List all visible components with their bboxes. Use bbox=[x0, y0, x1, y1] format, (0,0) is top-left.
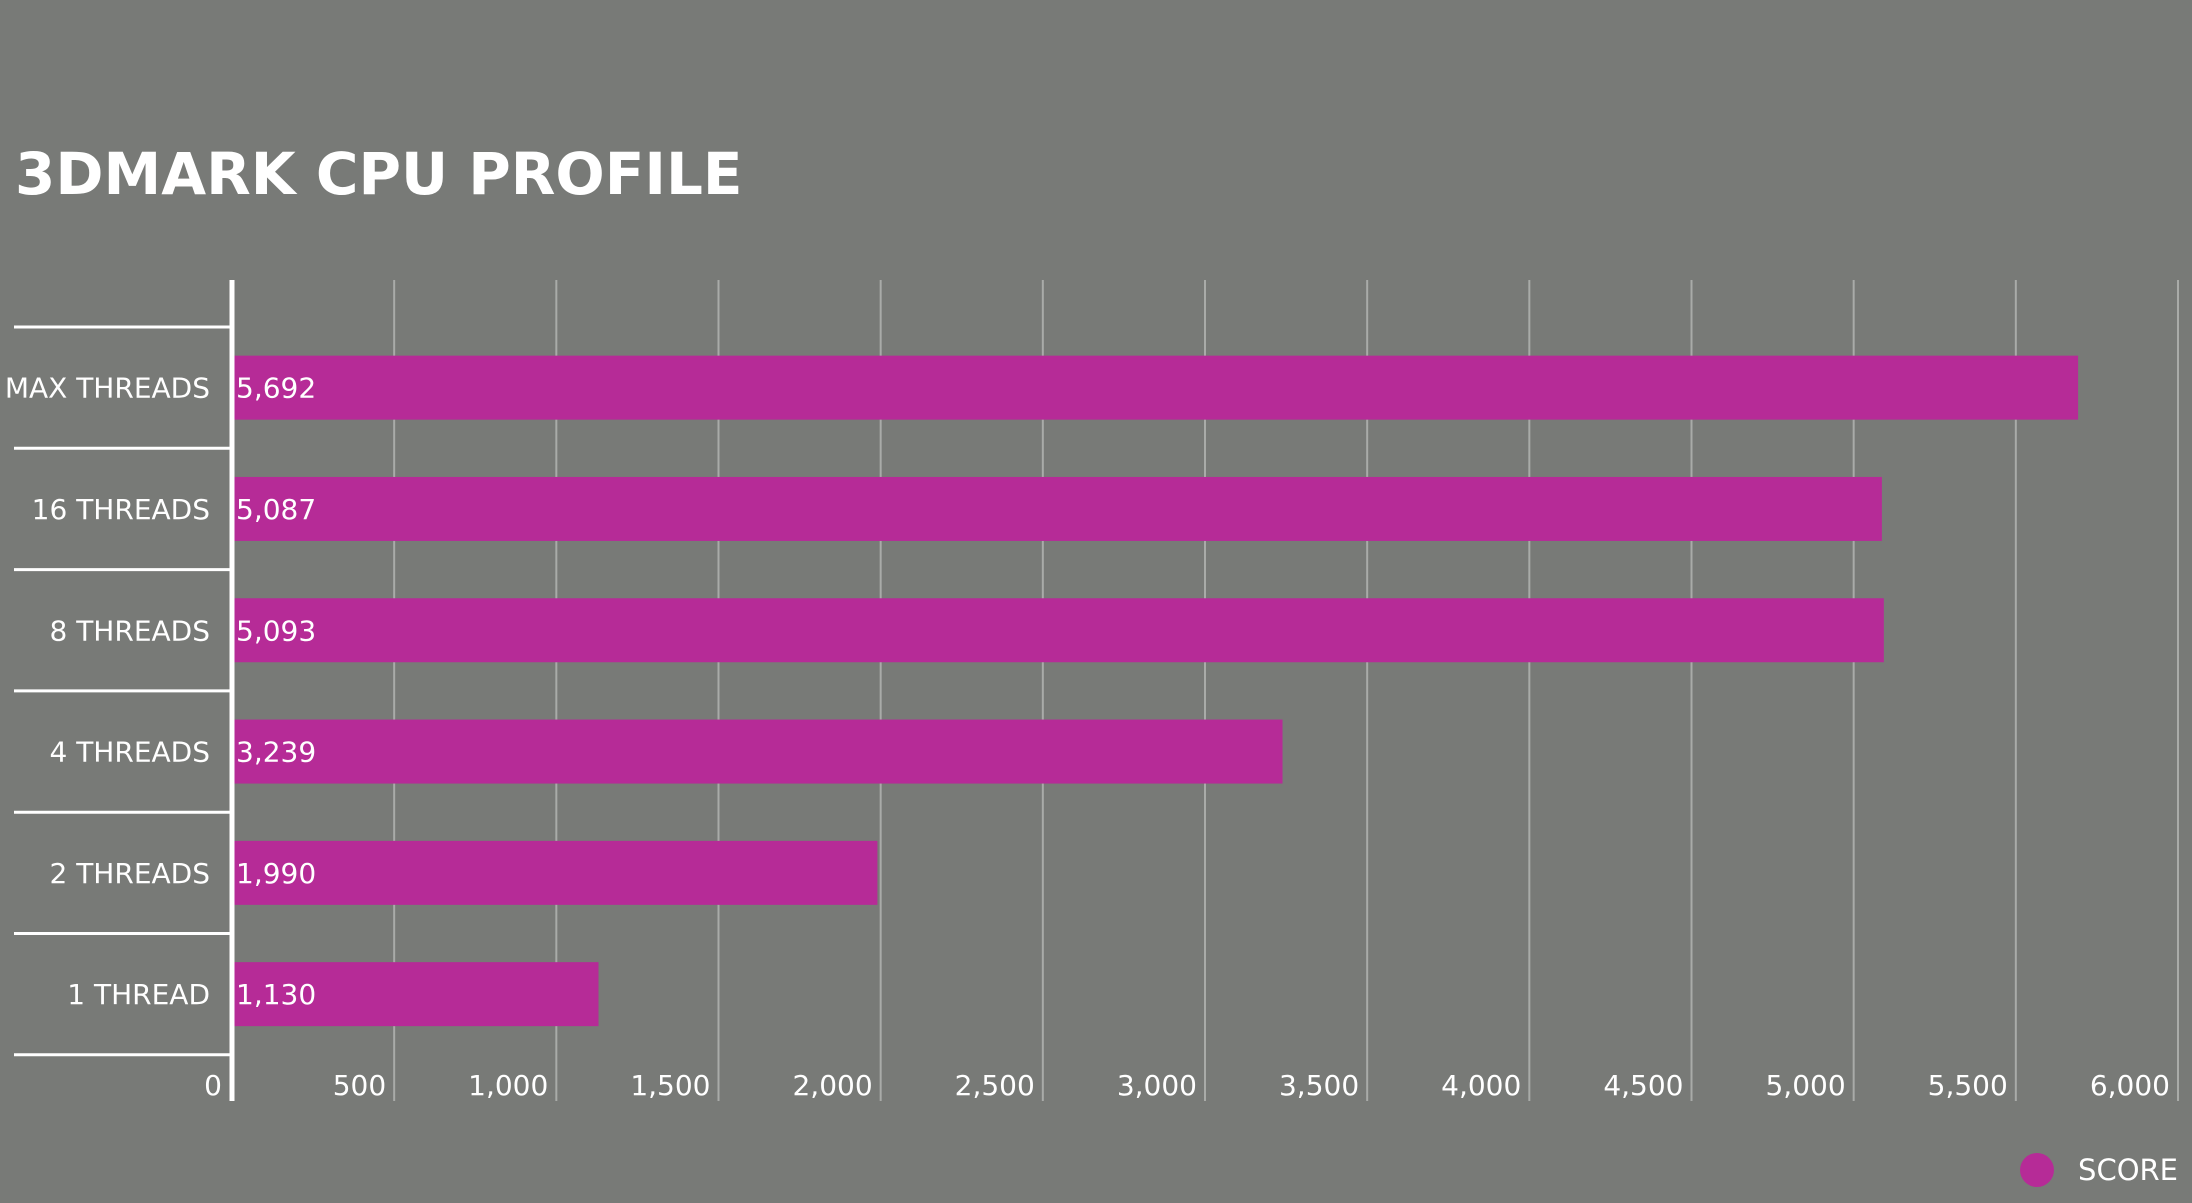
category-label: MAX THREADS bbox=[5, 372, 210, 405]
x-tick-label: 4,500 bbox=[1603, 1069, 1683, 1102]
bar bbox=[234, 476, 1882, 541]
chart-title: 3DMARK CPU PROFILE bbox=[15, 140, 743, 208]
data-label: 3,239 bbox=[236, 736, 316, 769]
x-tick-label: 0 bbox=[204, 1069, 222, 1102]
category-label: 4 THREADS bbox=[49, 736, 210, 769]
legend-label-score: SCORE bbox=[2078, 1153, 2178, 1187]
bar bbox=[234, 840, 878, 905]
bar bbox=[234, 719, 1283, 784]
x-tick-label: 3,000 bbox=[1117, 1069, 1197, 1102]
x-tick-label: 500 bbox=[333, 1069, 386, 1102]
x-tick-label: 3,500 bbox=[1279, 1069, 1359, 1102]
legend-swatch-score bbox=[2020, 1153, 2055, 1187]
bars bbox=[234, 355, 2079, 1027]
data-label: 5,692 bbox=[236, 372, 316, 405]
legend: SCORE bbox=[2020, 1153, 2178, 1187]
data-label: 5,087 bbox=[236, 493, 316, 526]
x-tick-label: 2,000 bbox=[792, 1069, 872, 1102]
x-tick-label: 5,500 bbox=[1928, 1069, 2008, 1102]
x-tick-label: 2,500 bbox=[955, 1069, 1035, 1102]
category-label: 2 THREADS bbox=[49, 857, 210, 890]
x-tick-label: 5,000 bbox=[1765, 1069, 1845, 1102]
category-label: 1 THREAD bbox=[67, 978, 210, 1011]
x-tick-label: 6,000 bbox=[2090, 1069, 2170, 1102]
category-label: 16 THREADS bbox=[32, 493, 210, 526]
x-tick-label: 1,000 bbox=[468, 1069, 548, 1102]
x-tick-label: 1,500 bbox=[630, 1069, 710, 1102]
bar bbox=[234, 355, 2079, 420]
labels: 5,692 MAX THREADS 5,087 16 THREADS 5,093 8 TH… bbox=[5, 372, 2170, 1102]
data-label: 1,130 bbox=[236, 978, 316, 1011]
axes bbox=[14, 280, 235, 1101]
category-label: 8 THREADS bbox=[49, 614, 210, 647]
x-tick-label: 4,000 bbox=[1441, 1069, 1521, 1102]
data-label: 1,990 bbox=[236, 857, 316, 890]
bar bbox=[234, 962, 599, 1027]
data-label: 5,093 bbox=[236, 614, 316, 647]
bar bbox=[234, 598, 1884, 663]
